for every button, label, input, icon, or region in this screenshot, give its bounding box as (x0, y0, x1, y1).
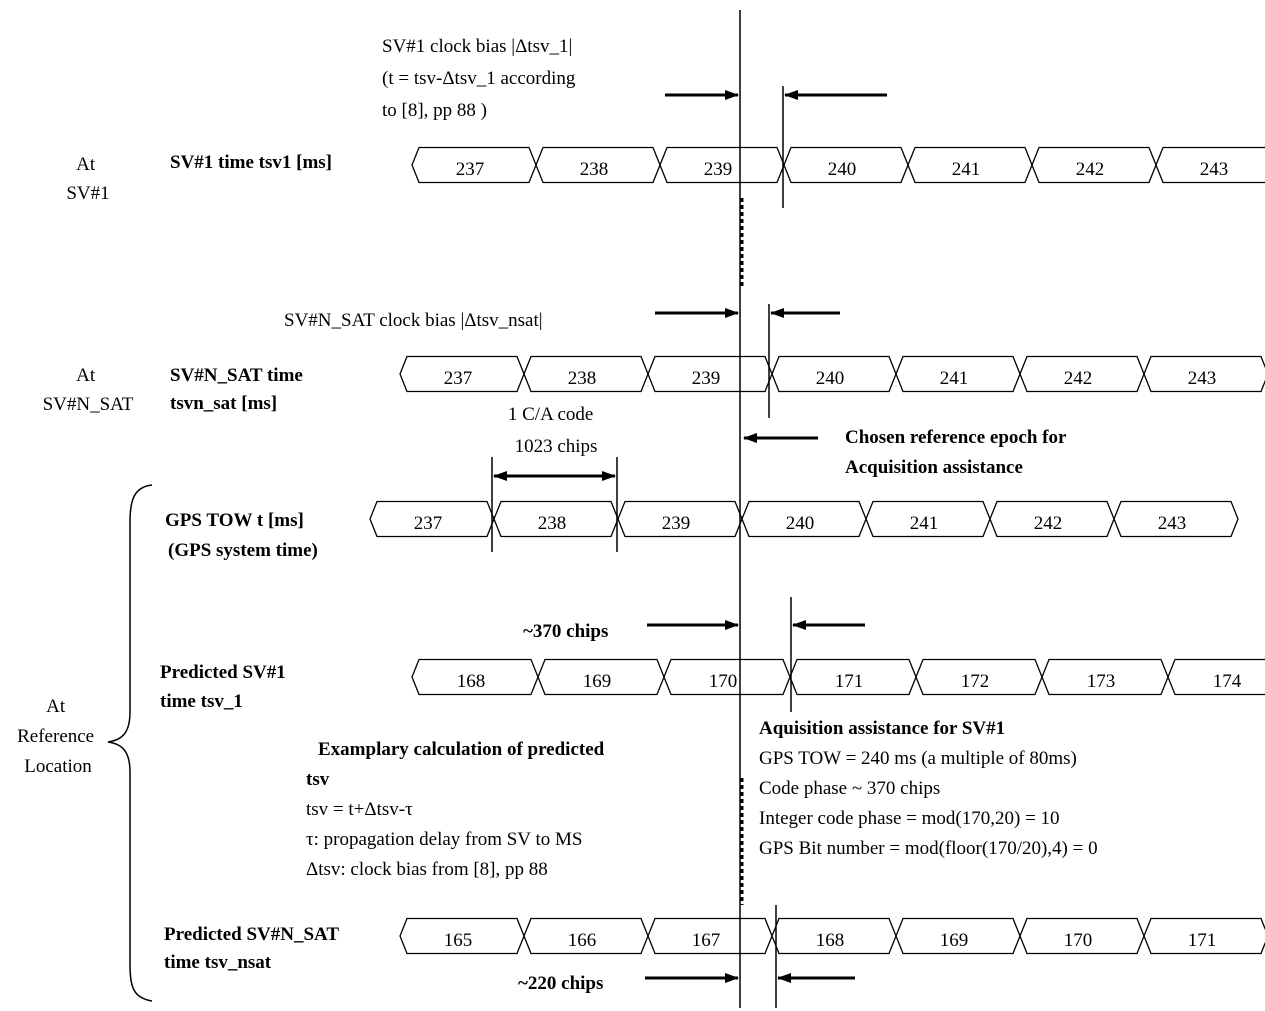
sv1-clock-bias-note: SV#1 clock bias |Δtsv_1| (t = tsv-Δtsv_1… (382, 36, 580, 121)
row-label-gps-tow: GPS TOW t [ms] (GPS system time) (165, 510, 318, 561)
timing-cell-value: 243 (1188, 368, 1217, 389)
timing-cell-value: 240 (828, 159, 857, 180)
timing-cell-value: 242 (1064, 368, 1093, 389)
timing-cell-value: 170 (1064, 930, 1093, 951)
timing-cell-value: 238 (568, 368, 597, 389)
timing-cell-value: 173 (1087, 671, 1116, 692)
row-label-predicted-svn: Predicted SV#N_SAT time tsv_nsat (164, 924, 343, 973)
timing-row-predicted-sv1: 168 169 170 171 172 173 174 (411, 658, 1265, 696)
timing-cell-value: 241 (952, 159, 981, 180)
timing-row-sv1: 237 238 239 240 241 242 243 (411, 146, 1265, 184)
timing-cell (1167, 658, 1265, 696)
row-label-svn: SV#N_SAT time tsvn_sat [ms] (170, 365, 308, 414)
timing-row-gps-tow: 237 238 239 240 241 242 243 (369, 500, 1239, 538)
timing-cell-value: 167 (692, 930, 721, 951)
timing-cell-value: 239 (692, 368, 721, 389)
side-label-at-sv1: At SV#1 (66, 154, 109, 204)
timing-cell (1143, 917, 1265, 955)
example-calculation: Examplary calculation of predicted tsv t… (306, 739, 609, 880)
timing-cell-value: 171 (1188, 930, 1217, 951)
timing-cell-value: 239 (704, 159, 733, 180)
timing-cell-value: 239 (662, 513, 691, 534)
timing-cell (1155, 146, 1265, 184)
timing-cell-value: 243 (1200, 159, 1229, 180)
timing-cell-value: 165 (444, 930, 473, 951)
svn-clock-bias-note: SV#N_SAT clock bias |Δtsv_nsat| (284, 310, 543, 331)
timing-cell-value: 242 (1034, 513, 1063, 534)
row-label-sv1: SV#1 time tsv1 [ms] (170, 152, 332, 173)
timing-cell-value: 171 (835, 671, 864, 692)
timing-cell-value: 238 (538, 513, 567, 534)
timing-cell-value: 169 (583, 671, 612, 692)
timing-cell-value: 170 (709, 671, 738, 692)
chips-370-label: ~370 chips (523, 621, 608, 642)
timing-cell-value: 242 (1076, 159, 1105, 180)
timing-cell-value: 168 (816, 930, 845, 951)
reference-location-brace (107, 484, 153, 1002)
side-label-at-svn: At SV#N_SAT (43, 365, 134, 415)
timing-cell-value: 237 (444, 368, 473, 389)
timing-cell-value: 172 (961, 671, 990, 692)
timing-cell-value: 240 (816, 368, 845, 389)
side-label-at-ref: At Reference Location (17, 696, 99, 777)
timing-cell-value: 168 (457, 671, 486, 692)
acquisition-assistance: Aquisition assistance for SV#1 GPS TOW =… (759, 718, 1098, 859)
ca-code-note: 1 C/A code 1023 chips (508, 404, 598, 457)
chips-220-label: ~220 chips (518, 973, 603, 994)
timing-row-predicted-svn: 165 166 167 168 169 170 171 (399, 917, 1265, 955)
timing-cell-value: 174 (1213, 671, 1242, 692)
timing-cell-value: 166 (568, 930, 597, 951)
timing-cell (1113, 500, 1239, 538)
timing-cell-value: 169 (940, 930, 969, 951)
timing-cell-value: 237 (456, 159, 485, 180)
timing-cell-value: 238 (580, 159, 609, 180)
timing-cell (1143, 355, 1265, 393)
row-label-predicted-sv1: Predicted SV#1 time tsv_1 (160, 662, 291, 712)
timing-cell-value: 243 (1158, 513, 1187, 534)
chosen-epoch-note: Chosen reference epoch for Acquisition a… (845, 427, 1071, 478)
timing-cell-value: 241 (910, 513, 939, 534)
timing-cell-value: 237 (414, 513, 443, 534)
timing-cell-value: 240 (786, 513, 815, 534)
timing-row-svn: 237 238 239 240 241 242 243 (399, 355, 1265, 393)
timing-cell-value: 241 (940, 368, 969, 389)
